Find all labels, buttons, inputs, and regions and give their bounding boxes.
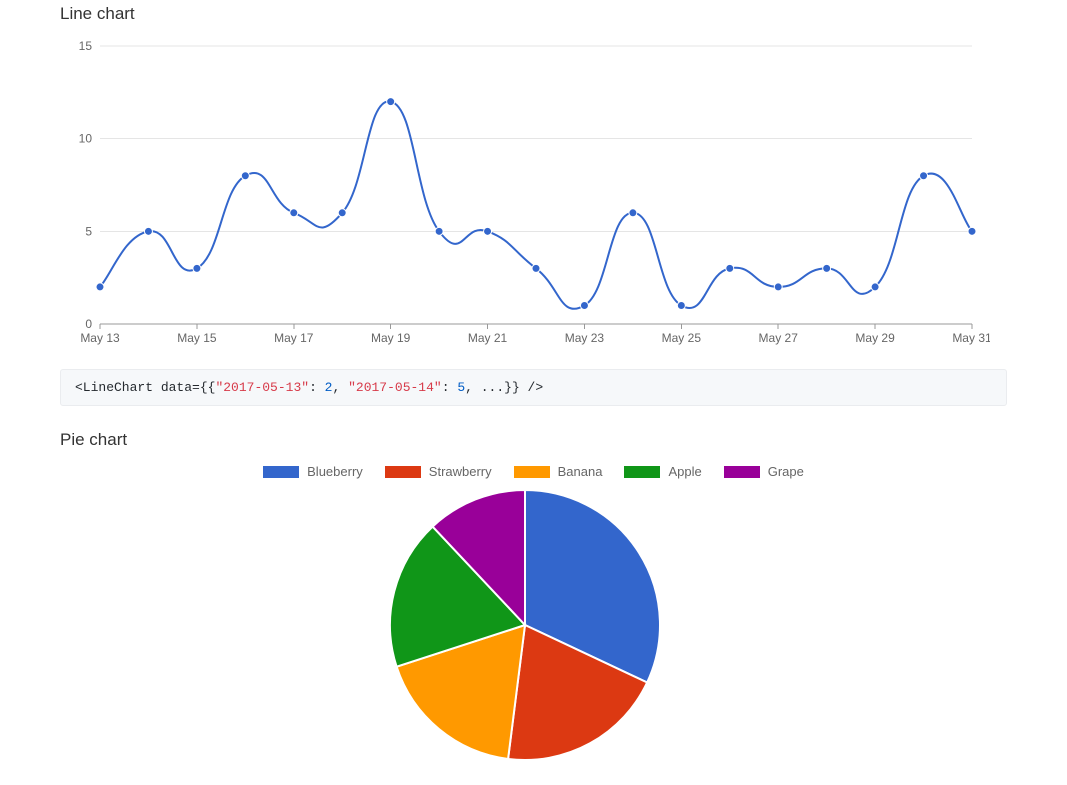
legend-label: Grape — [768, 464, 804, 479]
line-marker[interactable] — [435, 227, 443, 235]
x-tick-label: May 29 — [855, 331, 895, 345]
line-marker[interactable] — [774, 283, 782, 291]
line-marker[interactable] — [193, 264, 201, 272]
legend-label: Strawberry — [429, 464, 492, 479]
legend-swatch — [263, 466, 299, 478]
line-marker[interactable] — [532, 264, 540, 272]
x-tick-label: May 27 — [759, 331, 799, 345]
legend-item[interactable]: Strawberry — [385, 464, 492, 479]
pie-chart-container — [60, 485, 990, 765]
code-token: ...}} /> — [481, 380, 543, 395]
code-token: "2017-05-13" — [215, 380, 309, 395]
legend-item[interactable]: Banana — [514, 464, 603, 479]
line-chart-title: Line chart — [60, 4, 1007, 24]
pie-chart-svg — [375, 485, 675, 765]
line-marker[interactable] — [387, 98, 395, 106]
x-tick-label: May 31 — [952, 331, 990, 345]
line-chart-container: 0 5 10 15 May 13 May 15 May 17 May 19 May 21 May … — [60, 34, 990, 359]
x-tick-label: May 15 — [177, 331, 217, 345]
line-marker[interactable] — [871, 283, 879, 291]
line-marker[interactable] — [823, 264, 831, 272]
line-chart-svg: 0 5 10 15 May 13 May 15 May 17 May 19 May 21 May … — [60, 34, 990, 354]
code-token: "2017-05-14" — [348, 380, 442, 395]
y-tick-label: 10 — [79, 132, 93, 146]
line-marker[interactable] — [290, 209, 298, 217]
line-marker[interactable] — [677, 301, 685, 309]
code-token: <LineChart data={{ — [75, 380, 215, 395]
legend-label: Blueberry — [307, 464, 363, 479]
legend-item[interactable]: Blueberry — [263, 464, 363, 479]
line-marker[interactable] — [920, 172, 928, 180]
line-series — [100, 101, 972, 308]
line-marker[interactable] — [338, 209, 346, 217]
y-tick-label: 5 — [85, 224, 92, 238]
y-tick-label: 15 — [79, 39, 93, 53]
x-tick-label: May 25 — [662, 331, 702, 345]
x-tick-label: May 23 — [565, 331, 605, 345]
legend-swatch — [385, 466, 421, 478]
line-marker[interactable] — [241, 172, 249, 180]
x-tick-label: May 17 — [274, 331, 314, 345]
legend-swatch — [724, 466, 760, 478]
line-marker[interactable] — [629, 209, 637, 217]
legend-item[interactable]: Grape — [724, 464, 804, 479]
line-marker[interactable] — [96, 283, 104, 291]
x-tick-label: May 13 — [80, 331, 120, 345]
code-token: 5 — [457, 380, 465, 395]
line-marker[interactable] — [968, 227, 976, 235]
y-tick-label: 0 — [85, 317, 92, 331]
pie-legend: Blueberry Strawberry Banana Apple Grape — [60, 464, 1007, 479]
code-snippet: <LineChart data={{"2017-05-13": 2, "2017… — [60, 369, 1007, 406]
line-marker[interactable] — [484, 227, 492, 235]
x-tick-label: May 21 — [468, 331, 508, 345]
legend-swatch — [624, 466, 660, 478]
line-marker[interactable] — [726, 264, 734, 272]
code-token: , — [465, 380, 481, 395]
pie-chart-title: Pie chart — [60, 430, 1007, 450]
line-marker[interactable] — [580, 301, 588, 309]
x-tick-label: May 19 — [371, 331, 411, 345]
legend-label: Apple — [668, 464, 701, 479]
legend-label: Banana — [558, 464, 603, 479]
line-marker[interactable] — [144, 227, 152, 235]
legend-item[interactable]: Apple — [624, 464, 701, 479]
code-token: , — [332, 380, 348, 395]
legend-swatch — [514, 466, 550, 478]
